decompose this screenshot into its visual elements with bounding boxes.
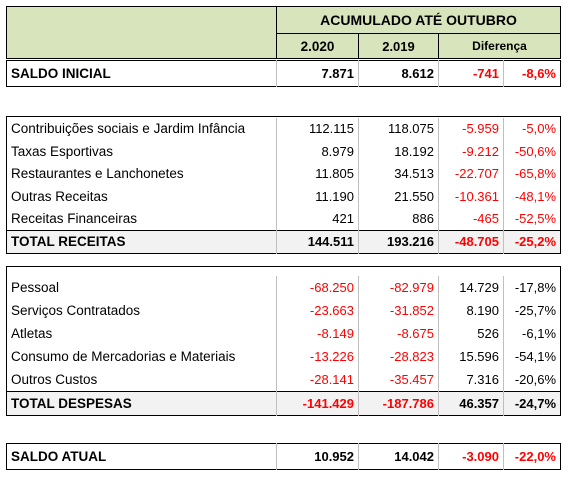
cell-value: 34.513 <box>358 162 439 186</box>
cell-value: -50,6% <box>502 140 561 163</box>
spacer-cell <box>7 267 561 276</box>
row-label: Atletas <box>11 325 53 341</box>
row-label: Taxas Esportivas <box>11 143 114 159</box>
cell-value: 8.979 <box>276 140 359 163</box>
cell-value: -20,6% <box>502 367 561 392</box>
cell-value: -65,8% <box>502 162 561 186</box>
column-header: Diferença <box>437 33 561 59</box>
table-row: SALDO INICIAL 7.871 8.612 -741 -8,6% <box>7 60 561 87</box>
cell-value: -6,1% <box>502 321 561 345</box>
cell-value: 21.550 <box>358 185 439 208</box>
row-label: TOTAL RECEITAS <box>6 229 277 254</box>
row-label: SALDO ATUAL <box>11 449 107 464</box>
table-row: Contribuições sociais e Jardim Infância 1… <box>7 117 561 141</box>
cell-value: -24,7% <box>502 390 561 416</box>
cell-value: 7.316 <box>438 367 504 392</box>
row-label: Outras Receitas <box>11 189 108 205</box>
cell-value: 421 <box>276 207 359 231</box>
row-label: Consumo de Mercadorias e Materiais <box>11 348 236 364</box>
cell-value: 11.190 <box>276 185 359 208</box>
cell-value: 112.115 <box>276 117 359 141</box>
despesas-table: Pessoal -68.250 -82.979 14.729 -17,8% Serviço… <box>6 266 562 416</box>
cell-value: -187.786 <box>358 390 439 416</box>
table-row: Atletas -8.149 -8.675 526 -6,1% <box>7 321 561 345</box>
cell-value: -48,1% <box>502 185 561 208</box>
row-label: Contribuições sociais e Jardim Infância <box>11 121 246 137</box>
cell-value: -31.852 <box>358 298 439 322</box>
table-row: Outros Custos -28.141 -35.457 7.316 -20,6% <box>7 367 561 392</box>
cell-value: 8.190 <box>438 298 504 322</box>
header-table: ACUMULADO ATÉ OUTUBRO 2.020 2.019 Difere… <box>6 6 562 59</box>
cell-value: -28.823 <box>358 344 439 368</box>
cell-value: -9.212 <box>438 140 504 163</box>
table-row: Taxas Esportivas 8.979 18.192 -9.212 -50,6% <box>7 140 561 163</box>
cell-value: -28.141 <box>276 367 359 392</box>
cell-value: 18.192 <box>358 140 439 163</box>
cell-value: -8,6% <box>503 60 561 87</box>
cell-value: 11.805 <box>276 162 359 186</box>
cell-value: -141.429 <box>276 390 359 416</box>
cell-value: 193.216 <box>358 229 439 254</box>
cell-value: -741 <box>438 60 504 87</box>
row-label: Restaurantes e Lanchonetes <box>11 166 184 182</box>
cell-value: -465 <box>438 207 504 231</box>
saldo-atual-table: SALDO ATUAL 10.952 14.042 -3.090 -22,0% <box>6 443 561 470</box>
cell-value: 144.511 <box>276 229 359 254</box>
cell-value: -82.979 <box>358 275 439 299</box>
table-row: TOTAL DESPESAS -141.429 -187.786 46.357 -24,… <box>6 390 561 416</box>
cell-value: -5,0% <box>502 117 561 141</box>
table-row: SALDO ATUAL 10.952 14.042 -3.090 -22,0% <box>7 443 561 470</box>
cell-value: 10.952 <box>276 443 359 470</box>
row-label: Outros Custos <box>11 371 98 387</box>
cell-value: 7.871 <box>276 60 359 87</box>
cell-value: -48.705 <box>438 229 504 254</box>
row-label: SALDO INICIAL <box>11 66 111 81</box>
cell-value: -25,7% <box>502 298 561 322</box>
cell-value: -10.361 <box>438 185 504 208</box>
cell-value: -54,1% <box>502 344 561 368</box>
cell-value: -22,0% <box>503 443 561 470</box>
cell-value: -68.250 <box>276 275 359 299</box>
table-row: TOTAL RECEITAS 144.511 193.216 -48.705 -25,2… <box>6 229 561 254</box>
cell-value: -25,2% <box>502 229 561 254</box>
cell-value: 8.612 <box>358 60 439 87</box>
cell-value: -22.707 <box>438 162 504 186</box>
cell-value: -52,5% <box>502 207 561 231</box>
table-row: Restaurantes e Lanchonetes 11.805 34.513 -2… <box>7 162 561 186</box>
cell-value: -8.675 <box>358 321 439 345</box>
cell-value: -5.959 <box>438 117 504 141</box>
cell-value: 14.729 <box>438 275 504 299</box>
cell-value: 46.357 <box>438 390 504 416</box>
row-label: Pessoal <box>11 279 60 295</box>
saldo-inicial-table: SALDO INICIAL 7.871 8.612 -741 -8,6% <box>6 60 561 87</box>
cell-value: 526 <box>438 321 504 345</box>
cell-value: -23.663 <box>276 298 359 322</box>
cell-value: -35.457 <box>358 367 439 392</box>
receitas-table: Contribuições sociais e Jardim Infância 1… <box>6 116 562 254</box>
table-row: Serviços Contratados -23.663 -31.852 8.190-… <box>7 298 561 322</box>
cell-value: 15.596 <box>438 344 504 368</box>
spacer <box>7 267 561 276</box>
cell-value: -3.090 <box>438 443 504 470</box>
column-header: 2.020 <box>276 33 359 59</box>
column-header: 2.019 <box>358 33 439 59</box>
cell-value: 886 <box>358 207 439 231</box>
table-row: Pessoal -68.250 -82.979 14.729 -17,8% <box>7 275 561 299</box>
table-row: Consumo de Mercadorias e Materiais -13.22… <box>7 344 561 368</box>
table-row: Receitas Financeiras 421 886 -465 -52,5% <box>7 207 561 231</box>
cell-value: 118.075 <box>358 117 439 141</box>
cell-value: -17,8% <box>502 275 561 299</box>
row-label: Receitas Financeiras <box>11 211 138 227</box>
row-label: TOTAL DESPESAS <box>6 390 277 416</box>
table-row: Outras Receitas 11.190 21.550 -10.361 -48,1% <box>7 185 561 208</box>
cell-value: -8.149 <box>276 321 359 345</box>
cell-value: -13.226 <box>276 344 359 368</box>
cell-value: 14.042 <box>358 443 439 470</box>
header-blank <box>6 6 277 59</box>
header-title: ACUMULADO ATÉ OUTUBRO <box>275 6 561 34</box>
row-label: Serviços Contratados <box>11 302 141 318</box>
